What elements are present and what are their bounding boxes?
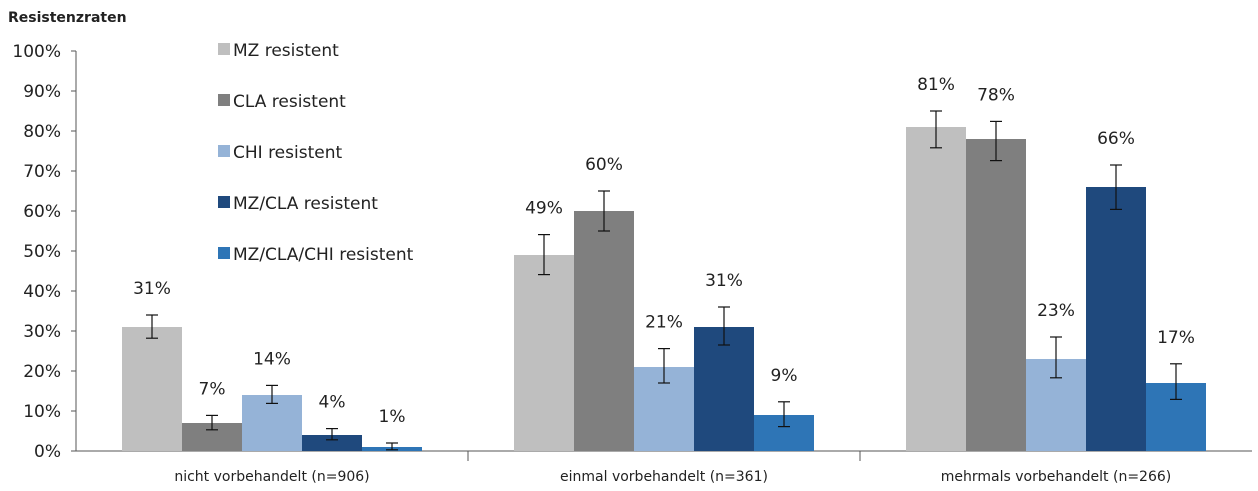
legend-entry: CLA resistent <box>233 92 346 112</box>
bar <box>906 127 966 451</box>
data-label: 60% <box>585 155 623 175</box>
y-tick-label: 40% <box>23 282 61 302</box>
bar <box>514 255 574 451</box>
bar <box>574 211 634 451</box>
legend-swatch <box>218 196 230 208</box>
data-label: 78% <box>977 85 1015 105</box>
data-label: 49% <box>525 199 563 219</box>
data-label: 14% <box>253 349 291 369</box>
legend-entry: MZ resistent <box>233 41 339 61</box>
x-axis: nicht vorbehandelt (n=906) einmal vorbeha… <box>76 450 1252 485</box>
y-tick-label: 90% <box>23 82 61 102</box>
bar <box>242 395 302 451</box>
bar <box>694 327 754 451</box>
legend: MZ resistent CLA resistent CHI resistent MZ… <box>218 41 414 265</box>
data-label: 9% <box>771 366 798 386</box>
legend-entry: CHI resistent <box>233 143 342 163</box>
legend-swatch <box>218 43 230 55</box>
x-tick-label: einmal vorbehandelt (n=361) <box>560 469 768 485</box>
y-tick-label: 0% <box>34 442 61 462</box>
y-tick-label: 10% <box>23 402 61 422</box>
data-label: 17% <box>1157 328 1195 348</box>
x-tick-label: nicht vorbehandelt (n=906) <box>174 469 369 485</box>
legend-swatch <box>218 94 230 106</box>
legend-swatch <box>218 145 230 157</box>
bar <box>1086 187 1146 451</box>
bar <box>966 139 1026 451</box>
data-label: 7% <box>199 379 226 399</box>
data-label: 81% <box>917 75 955 95</box>
legend-entry: MZ/CLA/CHI resistent <box>233 245 414 265</box>
bar <box>122 327 182 451</box>
data-label: 23% <box>1037 301 1075 321</box>
data-labels: 31% 7% 14% 4% 1% 49% 60% 21% 31% 9% 81% 78% 23% 66% 17… <box>133 75 1195 427</box>
y-tick-label: 100% <box>12 42 61 62</box>
y-tick-label: 70% <box>23 162 61 182</box>
y-axis-title: Resistenzraten <box>8 10 127 26</box>
legend-swatch <box>218 247 230 259</box>
y-tick-label: 50% <box>23 242 61 262</box>
data-label: 31% <box>705 271 743 291</box>
data-label: 66% <box>1097 129 1135 149</box>
bars <box>122 127 1206 451</box>
legend-entry: MZ/CLA resistent <box>233 194 378 214</box>
y-tick-label: 20% <box>23 362 61 382</box>
error-bars <box>146 110 1182 451</box>
y-tick-label: 30% <box>23 322 61 342</box>
data-label: 1% <box>379 407 406 427</box>
y-tick-label: 80% <box>23 122 61 142</box>
y-axis: 0% 10% 20% 30% 40% 50% 60% 70% 80% 90% 100% <box>12 42 77 462</box>
data-label: 21% <box>645 313 683 333</box>
x-tick-label: mehrmals vorbehandelt (n=266) <box>941 469 1172 485</box>
data-label: 31% <box>133 279 171 299</box>
y-tick-label: 60% <box>23 202 61 222</box>
data-label: 4% <box>319 393 346 413</box>
bar <box>302 435 362 451</box>
